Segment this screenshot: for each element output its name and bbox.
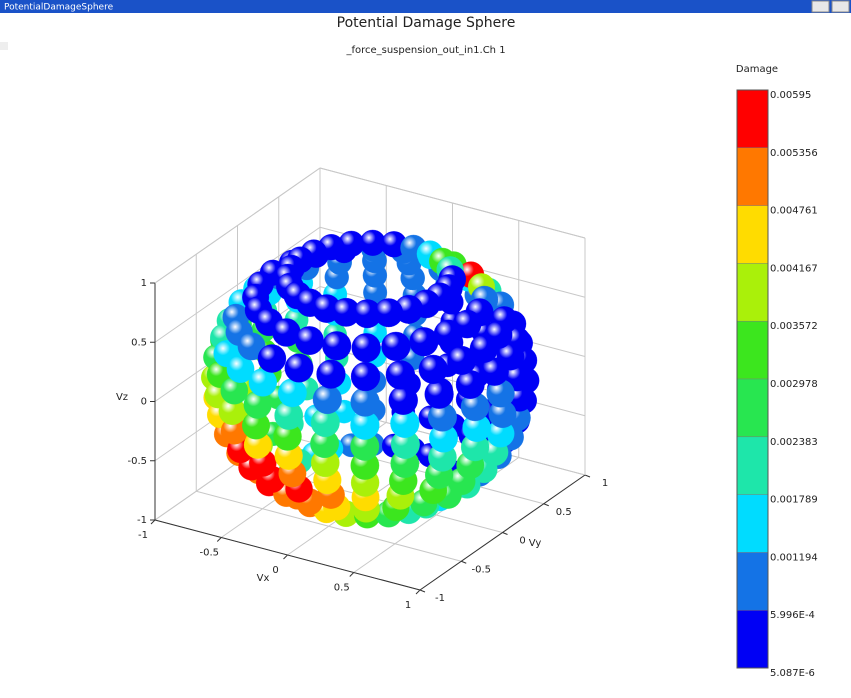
axis-line xyxy=(154,519,421,591)
colorbar-band xyxy=(737,436,768,495)
y-tick-label: 0.5 xyxy=(556,507,572,518)
damage-point xyxy=(316,359,346,389)
colorbar-tick-label: 0.004167 xyxy=(770,263,818,274)
colorbar-band xyxy=(737,552,768,611)
grid-line xyxy=(154,226,321,343)
damage-point xyxy=(312,384,342,415)
colorbar-tick-label: 5.996E-4 xyxy=(770,610,815,621)
window-title: PotentialDamageSphere xyxy=(4,3,114,13)
damage-point xyxy=(447,345,477,375)
y-tick-label: -1 xyxy=(435,593,445,604)
chart-title: Potential Damage Sphere xyxy=(337,15,516,31)
colorbar-tick-label: 0.003572 xyxy=(770,321,818,332)
tick-mark xyxy=(216,537,222,542)
tick-mark xyxy=(461,560,467,564)
tick-mark xyxy=(415,589,421,595)
damage-point xyxy=(226,355,255,384)
colorbar-tick-label: 0.001789 xyxy=(770,495,818,506)
box-edge xyxy=(319,167,586,239)
z-tick-label: 1 xyxy=(141,278,147,289)
colorbar-band xyxy=(737,494,768,553)
window-titlebar xyxy=(0,0,851,13)
damage-point xyxy=(351,333,381,363)
grid-line xyxy=(196,490,462,562)
x-tick-label: 0 xyxy=(272,565,278,576)
damage-point xyxy=(284,353,314,383)
z-tick-label: 0.5 xyxy=(131,337,147,348)
damage-point xyxy=(295,326,324,356)
colorbar-tick-label: 0.002978 xyxy=(770,379,818,390)
axis-line xyxy=(419,474,586,591)
window-button[interactable] xyxy=(811,0,830,13)
z-axis-label: Vz xyxy=(116,392,128,403)
chart-subtitle: _force_suspension_out_in1.Ch 1 xyxy=(345,45,505,56)
colorbar-band xyxy=(737,321,768,379)
colorbar-frame xyxy=(736,89,769,669)
damage-point xyxy=(409,327,439,357)
damage-point xyxy=(418,354,448,385)
tick-mark xyxy=(419,589,426,593)
damage-point xyxy=(350,387,380,417)
x-tick-label: -0.5 xyxy=(199,548,219,559)
x-tick-label: 1 xyxy=(405,600,411,611)
y-tick-label: 0 xyxy=(519,536,525,547)
x-axis-label: Vx xyxy=(257,573,270,584)
damage-point xyxy=(388,385,418,415)
box-edge xyxy=(154,167,321,284)
x-tick-label: -1 xyxy=(138,530,148,541)
points xyxy=(200,229,540,529)
toolbar-stub xyxy=(0,42,8,50)
y-axis-label: Vy xyxy=(529,538,542,549)
colorbar-tick-label: 0.00595 xyxy=(770,90,811,101)
tick-mark xyxy=(150,519,156,525)
colorbar-band xyxy=(737,378,768,437)
colorbar-band xyxy=(737,90,768,148)
damage-point xyxy=(381,331,411,362)
damage-point xyxy=(350,361,381,392)
tick-mark xyxy=(584,474,591,478)
colorbar-band xyxy=(737,263,768,322)
colorbar-tick-label: 0.004761 xyxy=(770,206,818,217)
damage-point xyxy=(277,378,307,408)
colorbar-title: Damage xyxy=(736,64,778,75)
damage-point xyxy=(385,360,416,390)
y-tick-label: -0.5 xyxy=(471,564,491,575)
damage-point xyxy=(257,344,287,373)
colorbar-tick-label: 0.005356 xyxy=(770,148,818,159)
window-button[interactable] xyxy=(831,0,850,13)
colorbar-band xyxy=(737,147,768,206)
damage-point xyxy=(424,379,454,409)
z-tick-label: -1 xyxy=(137,515,147,526)
x-tick-label: 0.5 xyxy=(334,583,350,594)
tick-mark xyxy=(543,503,549,507)
damage-point xyxy=(374,298,404,328)
z-tick-label: -0.5 xyxy=(127,456,147,467)
colorbar: 5.087E-6 5.996E-4 0.001194 0.001789 0.002383… xyxy=(736,89,818,679)
z-tick-label: 0 xyxy=(141,397,147,408)
colorbar-tick-label: 0.002383 xyxy=(770,437,818,448)
damage-point xyxy=(322,331,352,361)
colorbar-tick-label: 0.001194 xyxy=(770,552,818,563)
colorbar-tick-label: 5.087E-6 xyxy=(770,668,815,679)
colorbar-band xyxy=(737,205,768,264)
y-tick-label: 1 xyxy=(602,478,608,489)
tick-mark xyxy=(283,554,288,560)
tick-mark xyxy=(502,532,508,535)
tick-mark xyxy=(349,572,355,577)
colorbar-band xyxy=(737,610,768,668)
